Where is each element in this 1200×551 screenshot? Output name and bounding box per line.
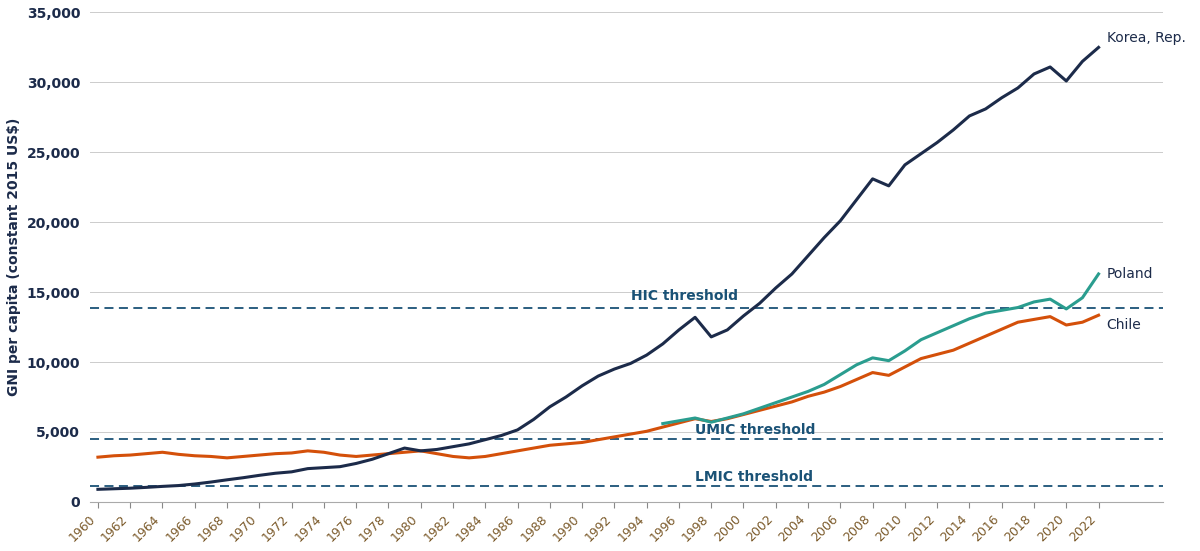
Y-axis label: GNI per capita (constant 2015 US$): GNI per capita (constant 2015 US$) [7,118,20,396]
Text: Korea, Rep.: Korea, Rep. [1106,31,1186,45]
Text: UMIC threshold: UMIC threshold [695,423,816,437]
Text: Chile: Chile [1106,318,1141,332]
Text: HIC threshold: HIC threshold [630,289,738,304]
Text: LMIC threshold: LMIC threshold [695,470,814,484]
Text: Poland: Poland [1106,267,1153,281]
